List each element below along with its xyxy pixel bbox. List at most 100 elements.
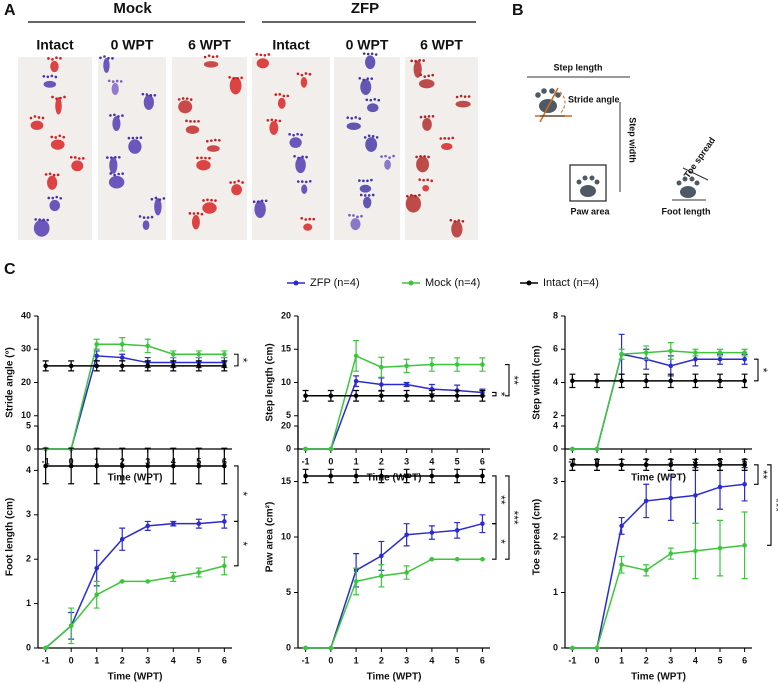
toe-print: [418, 59, 421, 62]
photo: [405, 57, 478, 240]
y-axis-label: Step length (cm): [265, 343, 276, 421]
toe-print: [146, 216, 150, 219]
data-point: [643, 378, 649, 384]
toe-print: [256, 200, 260, 203]
data-point: [145, 579, 151, 584]
toe-print: [107, 56, 110, 60]
footprint: [47, 175, 58, 190]
data-point: [668, 378, 674, 384]
data-point: [119, 463, 125, 469]
data-point: [717, 484, 723, 490]
data-point: [742, 462, 747, 468]
toe-print: [42, 74, 46, 78]
footprint: [128, 139, 142, 154]
data-point: [742, 481, 747, 487]
toe-print: [431, 73, 435, 77]
toe-print: [233, 181, 236, 184]
group-title: Mock: [113, 0, 152, 17]
toe-print: [431, 114, 435, 118]
toe-print: [177, 98, 181, 101]
toe-print: [197, 119, 200, 123]
data-point: [643, 498, 649, 504]
toe-print: [54, 75, 58, 79]
data-point: [328, 393, 334, 399]
data-point: [404, 382, 409, 387]
series-line: [572, 350, 745, 450]
significance-label: ***: [769, 498, 778, 512]
data-point: [119, 341, 125, 347]
toe-print: [185, 97, 189, 100]
footprint: [43, 80, 57, 88]
y-tick-label: 30: [21, 344, 31, 354]
footprint: [441, 142, 453, 151]
toe-print: [426, 178, 429, 182]
toe-print: [308, 217, 312, 221]
data-point: [119, 355, 125, 360]
x-axis-label: Time (WPT): [631, 473, 686, 484]
footprint: [50, 60, 59, 73]
y-axis-label: Foot length (cm): [5, 498, 16, 576]
data-point: [594, 446, 600, 452]
series-line: [572, 544, 745, 649]
toe-print: [419, 73, 423, 77]
toe-print: [117, 115, 120, 118]
footprint: [301, 184, 308, 194]
footprint: [422, 117, 432, 131]
toe-print: [260, 199, 264, 203]
footprint: [178, 100, 193, 114]
toe-print: [58, 134, 62, 138]
footprint: [254, 200, 266, 219]
toe-print: [135, 136, 139, 140]
diagram-label: Step length: [554, 62, 603, 72]
x-tick-label: 4: [693, 655, 698, 665]
toe-print: [44, 173, 48, 176]
toe-print: [274, 93, 278, 96]
x-tick-label: 1: [619, 655, 624, 665]
toe-print: [301, 155, 304, 159]
series-line: [572, 483, 745, 649]
footprint: [413, 60, 422, 78]
toe-print: [115, 79, 119, 83]
y-tick-label: 6: [553, 344, 558, 354]
x-tick-label: 6: [222, 655, 227, 665]
footprint: [359, 184, 372, 193]
toe-print: [293, 154, 296, 158]
toe-print: [371, 135, 375, 138]
toe-print: [158, 198, 162, 201]
series-line: [45, 355, 225, 450]
toe-print: [367, 194, 371, 197]
data-point: [454, 556, 460, 562]
toe-print: [34, 218, 37, 221]
data-point: [43, 363, 48, 369]
toe-print: [358, 179, 361, 182]
toe-print: [297, 156, 300, 160]
x-tick-label: 2: [120, 655, 125, 665]
legend-label: ZFP (n=4): [310, 277, 360, 289]
y-tick-label: 0: [553, 443, 558, 453]
x-tick-label: 5: [455, 456, 460, 466]
significance-bracket: [505, 363, 510, 397]
data-point: [379, 382, 384, 387]
toe-print: [214, 199, 217, 202]
toe-print: [282, 94, 286, 98]
toe-print: [145, 93, 149, 96]
data-point: [668, 348, 674, 354]
toe-print: [59, 57, 62, 60]
data-point: [379, 553, 384, 559]
footprint: [360, 79, 372, 96]
data-point: [404, 473, 409, 479]
toe-print: [370, 178, 373, 182]
significance-bracket: [754, 464, 759, 485]
x-tick-label: 3: [145, 655, 150, 665]
toe-print: [414, 194, 417, 198]
toe-print: [270, 118, 274, 122]
toe-print: [41, 116, 45, 120]
data-point: [742, 356, 747, 362]
toe-print: [286, 94, 290, 98]
data-point: [717, 545, 723, 551]
toe-print: [467, 95, 471, 98]
data-point: [619, 351, 624, 357]
diagram-label: Step width: [628, 117, 638, 163]
footprint: [418, 79, 435, 89]
y-tick-label: 10: [281, 531, 291, 541]
